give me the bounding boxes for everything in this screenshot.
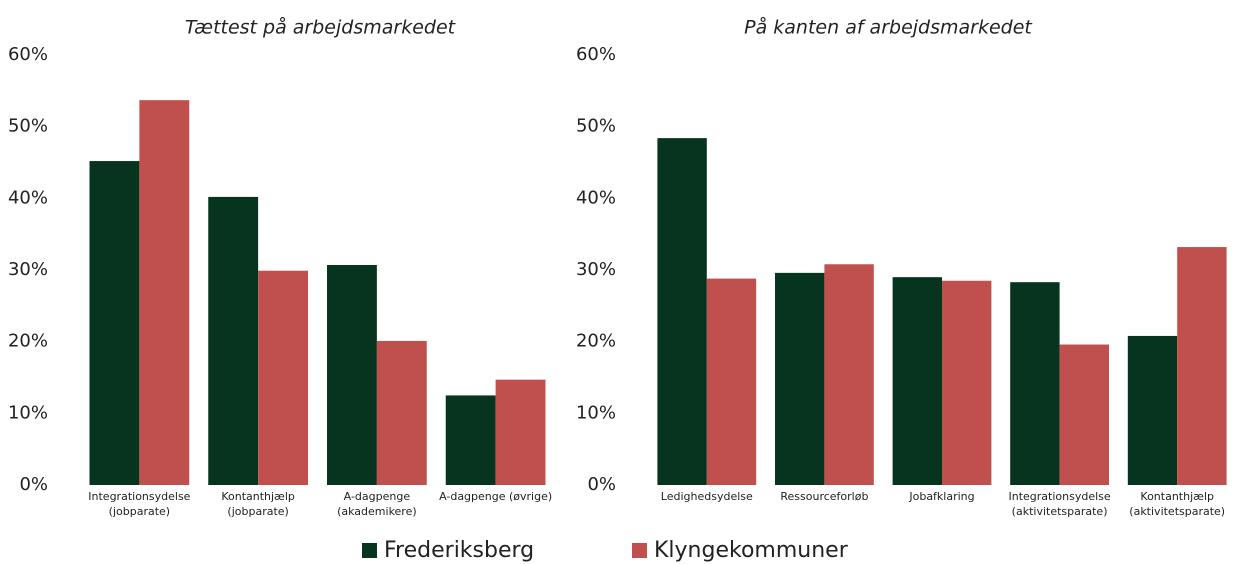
y-tick-label: 40% bbox=[8, 187, 48, 208]
y-tick-label: 20% bbox=[8, 331, 48, 352]
bar bbox=[89, 161, 140, 486]
x-tick-line: Integrationsydelse bbox=[1009, 490, 1111, 503]
x-tick-label: Kontanthjælp (aktivitetsparate) bbox=[1129, 490, 1225, 518]
y-tick-label: 30% bbox=[576, 259, 616, 280]
bar bbox=[258, 270, 308, 485]
y-tick-label: 10% bbox=[8, 402, 48, 423]
bar bbox=[942, 280, 992, 485]
legend-swatch bbox=[362, 543, 377, 558]
legend-label: Frederiksberg bbox=[384, 538, 534, 563]
x-tick-line: (aktivitetsparate) bbox=[1012, 505, 1108, 518]
bar bbox=[892, 277, 942, 485]
bar bbox=[706, 278, 757, 485]
x-tick-label: A-dagpenge (øvrige) bbox=[439, 490, 552, 503]
bar bbox=[376, 340, 427, 485]
x-tick-label: Integrationsydelse (aktivitetsparate) bbox=[1009, 490, 1111, 518]
x-tick-line: (aktivitetsparate) bbox=[1129, 505, 1225, 518]
x-tick-line: Ressourceforløb bbox=[780, 490, 868, 503]
x-tick-label: Integrationsydelse (jobparate) bbox=[88, 490, 190, 518]
x-tick-label: Kontanthjælp (jobparate) bbox=[221, 490, 295, 518]
y-tick-label: 30% bbox=[8, 259, 48, 280]
bar bbox=[208, 196, 259, 485]
y-tick-label: 50% bbox=[8, 116, 48, 137]
bar bbox=[1177, 247, 1227, 485]
bar bbox=[1127, 335, 1178, 485]
legend-swatch bbox=[632, 543, 647, 558]
y-tick-label: 50% bbox=[576, 116, 616, 137]
bar bbox=[824, 264, 874, 485]
x-tick-line: Kontanthjælp bbox=[1140, 490, 1214, 503]
bar bbox=[657, 138, 707, 485]
bar bbox=[495, 379, 546, 485]
x-tick-line: (jobparate) bbox=[109, 505, 170, 518]
y-tick-label: 0% bbox=[587, 474, 616, 495]
bar bbox=[445, 395, 496, 485]
x-tick-line: (jobparate) bbox=[227, 505, 288, 518]
bar bbox=[327, 264, 377, 485]
y-tick-label: 0% bbox=[19, 474, 48, 495]
x-tick-label: Ressourceforløb bbox=[780, 490, 868, 503]
x-tick-line: A-dagpenge bbox=[344, 490, 411, 503]
x-tick-line: Jobafklaring bbox=[908, 490, 974, 503]
legend-label: Klyngekommuner bbox=[654, 538, 849, 563]
x-tick-line: A-dagpenge (øvrige) bbox=[439, 490, 552, 503]
bar bbox=[1059, 344, 1109, 485]
y-tick-label: 60% bbox=[576, 44, 616, 65]
y-tick-label: 20% bbox=[576, 331, 616, 352]
x-tick-label: Jobafklaring bbox=[908, 490, 974, 503]
y-tick-label: 60% bbox=[8, 44, 48, 65]
bar bbox=[1010, 282, 1060, 485]
bar bbox=[139, 100, 190, 486]
bar bbox=[775, 272, 825, 485]
x-tick-line: (akademikere) bbox=[337, 505, 417, 518]
x-tick-label: A-dagpenge (akademikere) bbox=[337, 490, 417, 518]
x-tick-line: Kontanthjælp bbox=[221, 490, 295, 503]
chart-title: Tættest på arbejdsmarkedet bbox=[185, 16, 457, 39]
y-tick-label: 40% bbox=[576, 187, 616, 208]
y-tick-label: 10% bbox=[576, 402, 616, 423]
x-tick-label: Ledighedsydelse bbox=[661, 490, 753, 503]
chart-title: På kanten af arbejdsmarkedet bbox=[744, 16, 1033, 39]
x-tick-line: Integrationsydelse bbox=[88, 490, 190, 503]
x-tick-line: Ledighedsydelse bbox=[661, 490, 753, 503]
